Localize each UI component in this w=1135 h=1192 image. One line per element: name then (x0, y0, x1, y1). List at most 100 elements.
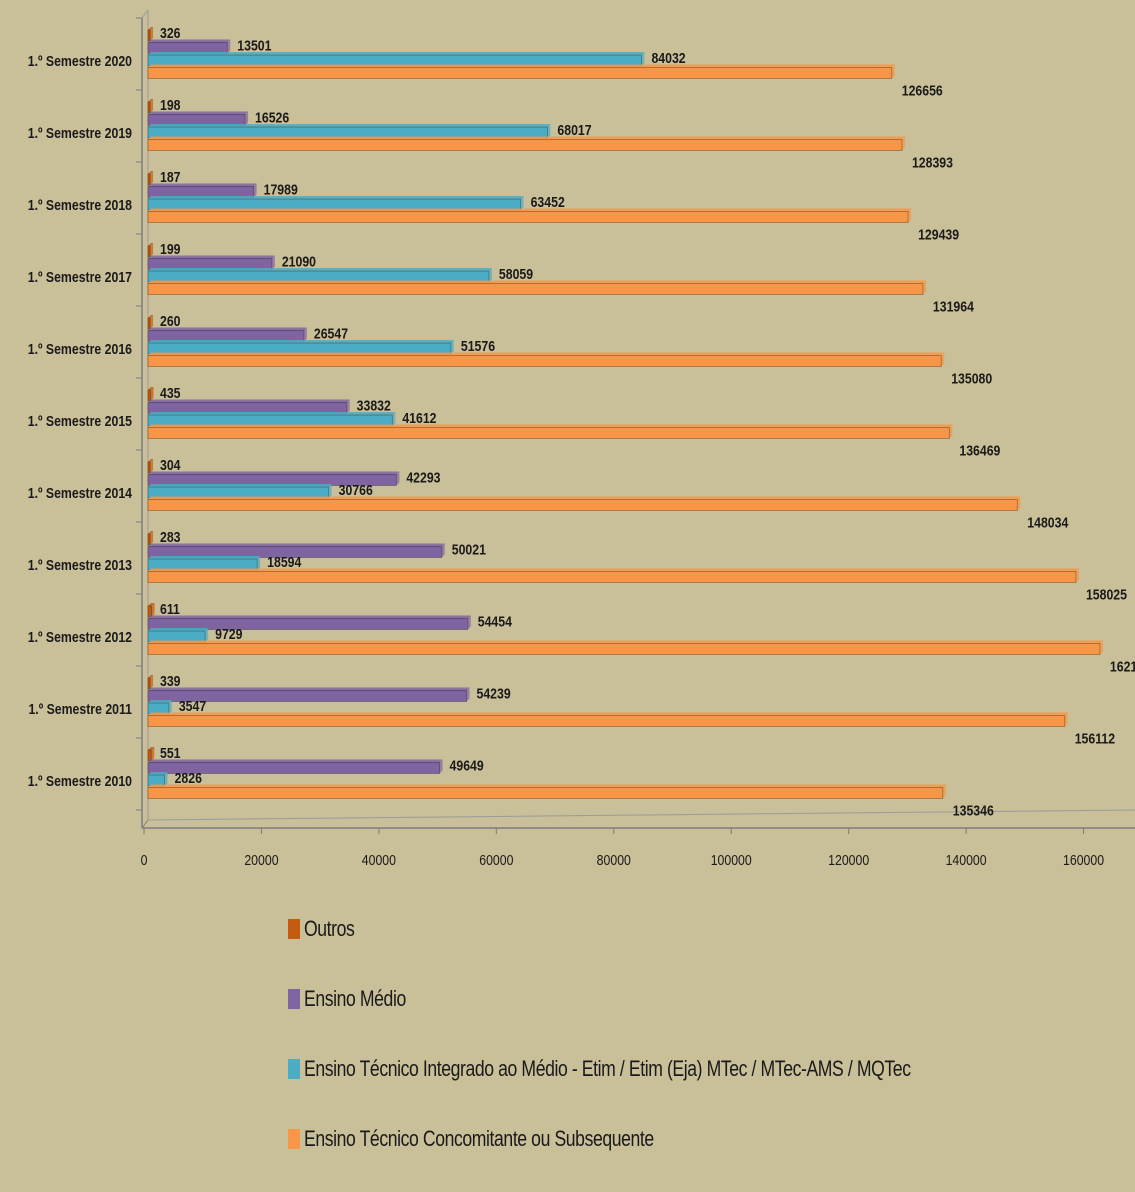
bar-top (148, 772, 168, 775)
bar-side (908, 208, 912, 223)
bar-top (148, 111, 249, 115)
data-label: 54239 (477, 685, 512, 701)
bar (147, 389, 151, 402)
category-label: 1.º Semestre 2016 (28, 341, 133, 357)
legend-label: Ensino Técnico Concomitante ou Subsequen… (304, 1126, 654, 1151)
bar-top (148, 412, 396, 415)
bar (147, 715, 1066, 727)
bar-side (205, 628, 209, 642)
bar-top (148, 124, 551, 127)
data-label: 17989 (264, 181, 299, 197)
category-label: 1.º Semestre 2017 (28, 269, 133, 285)
bar (147, 499, 1018, 511)
bar-top (148, 327, 307, 331)
bar (147, 270, 490, 283)
data-label: 135080 (951, 370, 992, 386)
bar-top (148, 747, 155, 750)
bar-side (488, 268, 492, 282)
data-label: 611 (160, 601, 180, 617)
bar-side (253, 183, 257, 198)
bar (147, 114, 246, 126)
data-label: 326 (160, 25, 181, 41)
bar-side (150, 675, 153, 689)
bar-side (227, 39, 231, 54)
bar (147, 414, 393, 427)
x-tick-label: 60000 (479, 852, 514, 868)
bar (147, 317, 151, 330)
bar-top (148, 52, 645, 55)
data-label: 30766 (339, 482, 374, 498)
x-tick-label: 20000 (244, 852, 279, 868)
data-label: 21090 (282, 253, 317, 269)
bar (147, 54, 642, 67)
floor-back-line (147, 809, 1135, 821)
bar-side (467, 615, 471, 630)
bar (147, 702, 170, 715)
bar-side (441, 543, 445, 558)
bar (147, 211, 909, 223)
bar-side (1075, 568, 1079, 583)
bar-top (148, 64, 895, 68)
bar-side (150, 27, 153, 41)
legend-item: Ensino Médio (288, 982, 1062, 1016)
bar-side (150, 315, 153, 329)
bar (147, 643, 1101, 655)
bar-top (148, 759, 443, 763)
legend-swatch (288, 919, 300, 939)
bar-top (148, 459, 153, 462)
legend-item: Ensino Técnico Integrado ao Médio - Etim… (288, 1052, 1062, 1086)
category-label: 1.º Semestre 2018 (28, 197, 133, 213)
bar (147, 774, 165, 787)
bar (147, 42, 228, 54)
data-label: 128393 (912, 154, 953, 170)
bar-top (148, 39, 231, 43)
bar-side (151, 603, 155, 617)
bar (147, 198, 522, 211)
legend-swatch (288, 1059, 300, 1079)
legend-item: Ensino Técnico Concomitante ou Subsequen… (288, 1122, 1062, 1156)
data-label: 162108 (1110, 658, 1135, 674)
bar-top (148, 784, 946, 788)
data-label: 283 (160, 529, 181, 545)
category-label: 1.º Semestre 2013 (28, 557, 133, 573)
bar-side (396, 471, 400, 486)
legend-label: Outros (304, 916, 355, 941)
data-label: 136469 (959, 442, 1000, 458)
data-label: 148034 (1027, 514, 1068, 530)
legend-item: Outros (288, 912, 1062, 946)
legend-label: Ensino Médio (304, 986, 406, 1011)
bar-top (148, 568, 1079, 572)
data-label: 84032 (651, 50, 686, 66)
data-label: 126656 (902, 82, 943, 98)
category-label: 1.º Semestre 2015 (28, 413, 133, 429)
bar-top (148, 399, 350, 403)
legend-swatch (288, 1129, 300, 1149)
data-label: 58059 (499, 266, 534, 282)
category-label: 1.º Semestre 2011 (28, 701, 132, 717)
bar (147, 762, 440, 774)
bar-side (150, 531, 153, 545)
bar (147, 402, 348, 414)
x-tick-label: 140000 (946, 852, 987, 868)
bar-side (439, 759, 443, 774)
bar-side (150, 459, 153, 473)
bar-chart: 0 20000 40000 60000 80000 100000 120000 140000 1… (28, 9, 1135, 868)
x-tick-label: 0 (141, 852, 148, 868)
category-label: 1.º Semestre 2012 (28, 629, 133, 645)
bar-side (150, 387, 154, 401)
data-label: 50021 (452, 541, 487, 557)
bar-top (148, 315, 153, 318)
bar (147, 283, 924, 295)
bar (147, 571, 1077, 583)
bar-top (148, 531, 153, 534)
legend: Outros Ensino Médio Ensino Técnico Integra… (288, 912, 1062, 1192)
bar-top (148, 640, 1103, 644)
data-label: 304 (160, 457, 181, 473)
bar-side (346, 399, 350, 414)
bar-top (148, 136, 905, 140)
bar-side (150, 171, 153, 185)
data-label: 435 (160, 385, 181, 401)
data-label: 198 (160, 97, 181, 113)
data-label: 63452 (531, 194, 566, 210)
data-label: 2826 (175, 770, 203, 786)
